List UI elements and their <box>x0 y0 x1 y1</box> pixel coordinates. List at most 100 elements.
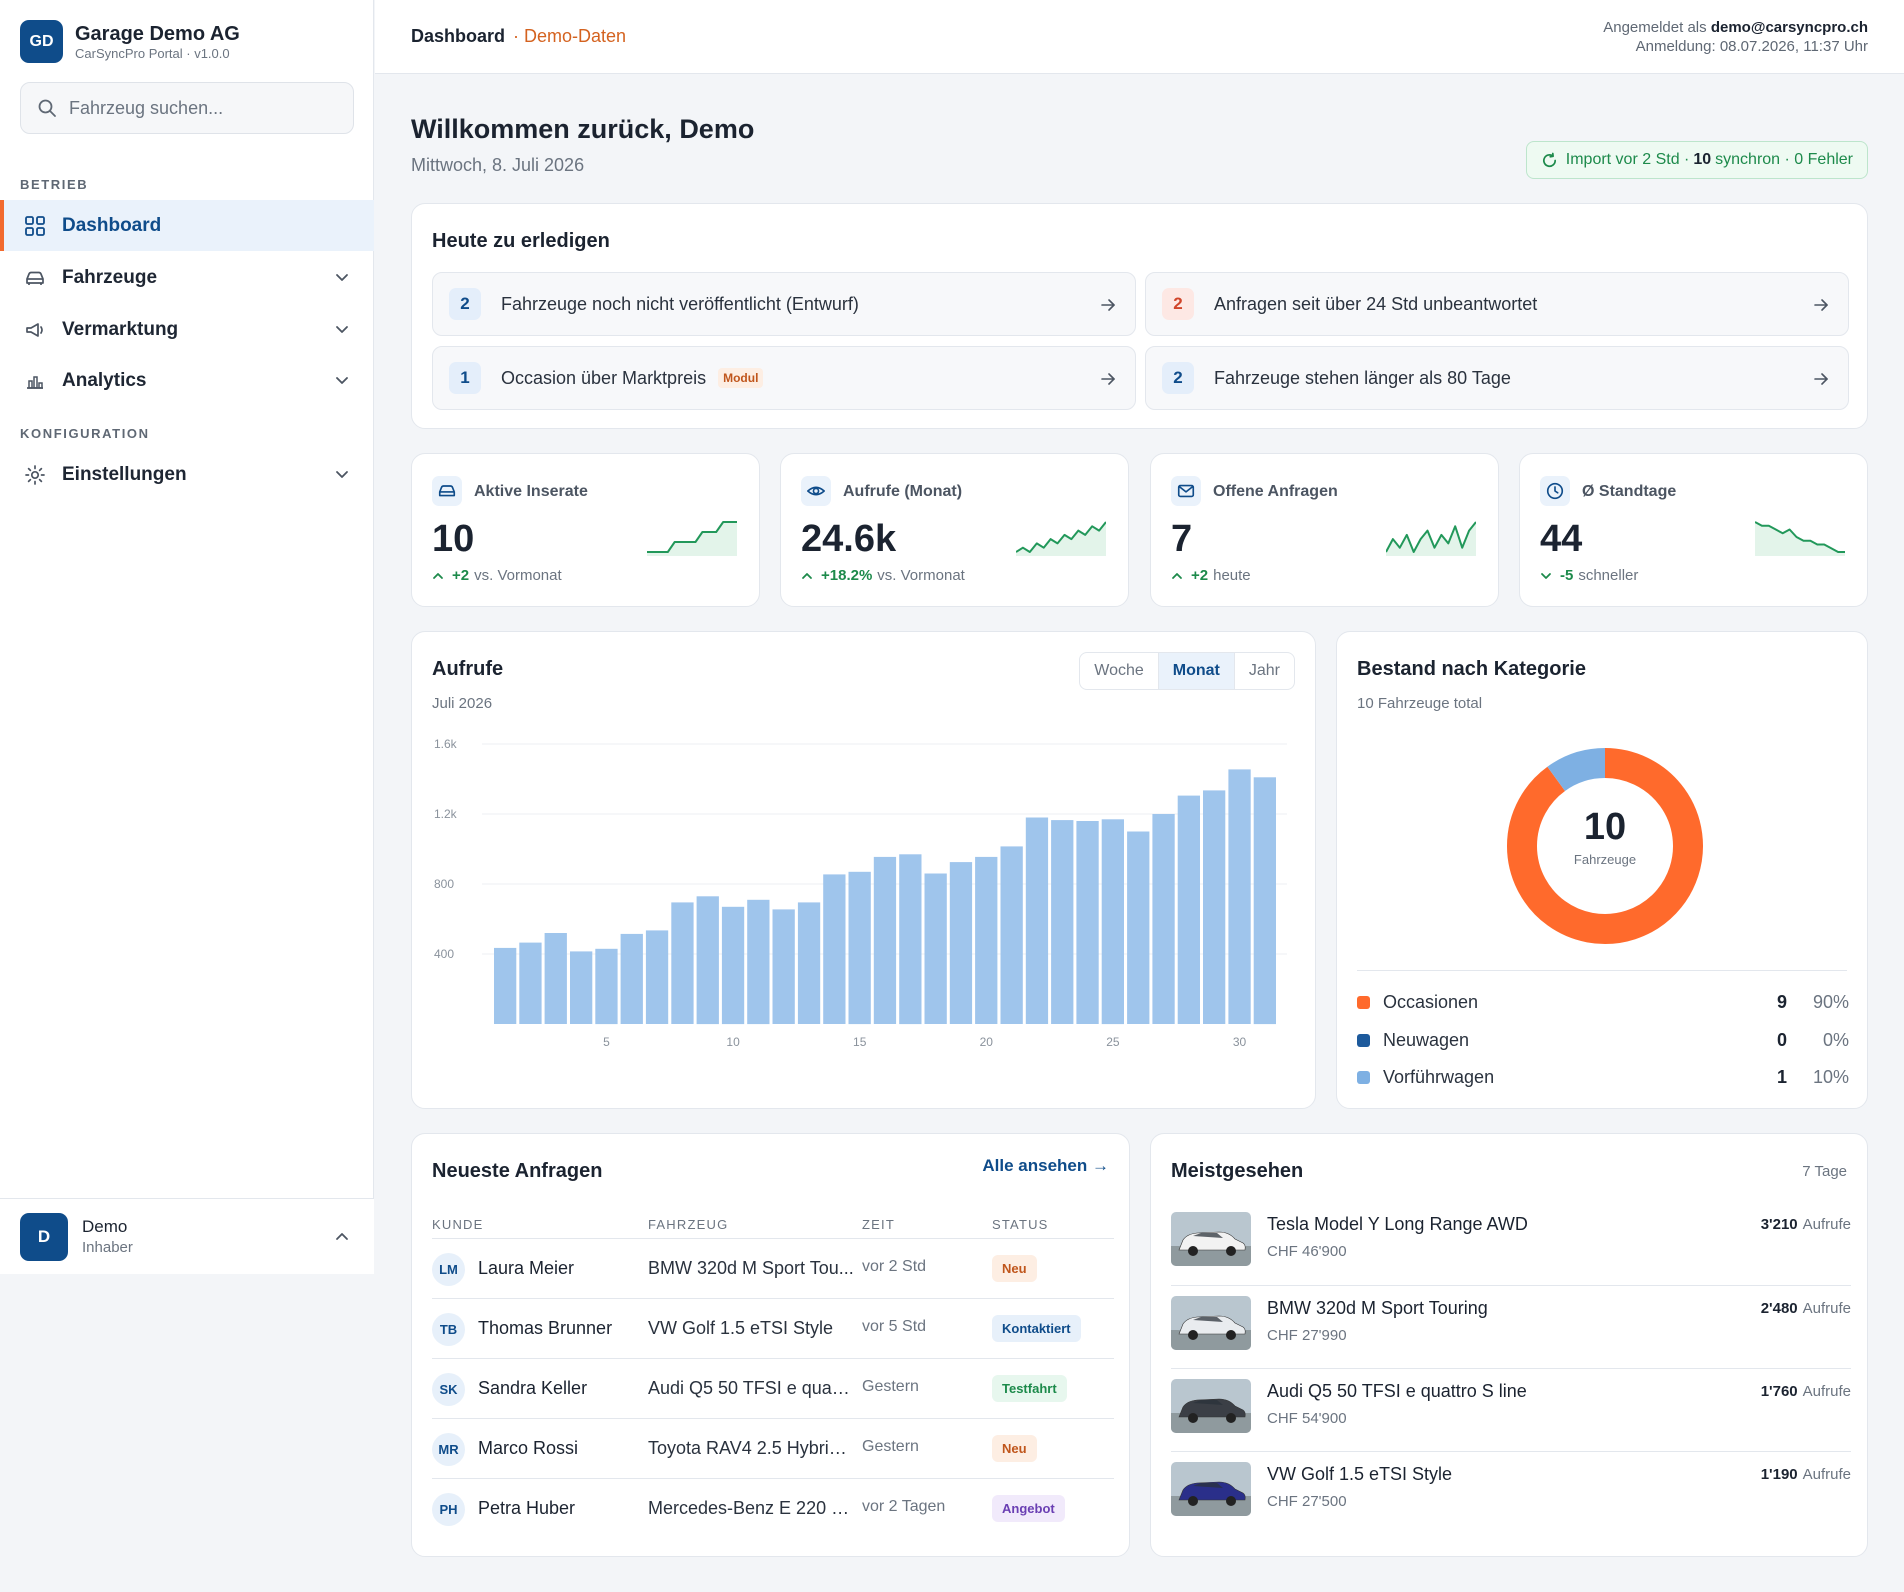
bar[interactable] <box>747 899 770 1025</box>
column-header-zeit[interactable]: ZEIT <box>862 1217 895 1232</box>
sidebar-item-analytics[interactable]: Analytics <box>0 355 374 406</box>
column-header-status[interactable]: STATUS <box>992 1217 1049 1232</box>
donut-chart: 10 Fahrzeuge <box>1505 746 1705 946</box>
bar[interactable] <box>1177 795 1200 1024</box>
vehicle-name: Audi Q5 50 TFSI e quatt... <box>648 1378 854 1398</box>
donut-center-value: 10 <box>1583 806 1627 848</box>
bar[interactable] <box>671 902 694 1024</box>
bar[interactable] <box>721 906 745 1025</box>
kpi-card-active-listings[interactable]: Aktive Inserate 10 +2 vs. Vormonat <box>411 453 760 607</box>
bar[interactable] <box>620 933 643 1024</box>
vehicle-name: VW Golf 1.5 eTSI Style <box>648 1318 834 1338</box>
bar[interactable] <box>1000 846 1023 1024</box>
kpi-card-standing-days[interactable]: Ø Standtage 44 -5 schneller <box>1519 453 1868 607</box>
kpi-value: 24.6k <box>801 518 897 560</box>
status-badge: Neu <box>992 1255 1037 1282</box>
todo-item-drafts[interactable]: 2 Fahrzeuge noch nicht veröffentlicht (E… <box>432 272 1136 336</box>
inquiry-time: vor 2 Std <box>862 1258 927 1275</box>
bar[interactable] <box>519 942 542 1024</box>
kpi-card-views[interactable]: Aufrufe (Monat) 24.6k +18.2% vs. Vormonat <box>780 453 1129 607</box>
list-item[interactable]: BMW 320d M Sport Touring CHF 27'990 2'48… <box>1171 1285 1851 1368</box>
bar[interactable] <box>1152 814 1175 1024</box>
bar[interactable] <box>645 930 669 1024</box>
list-item[interactable]: Tesla Model Y Long Range AWD CHF 46'900 … <box>1171 1202 1851 1285</box>
bar[interactable] <box>1127 831 1150 1025</box>
column-header-fahrzeug[interactable]: FAHRZEUG <box>648 1217 729 1232</box>
eye-icon <box>801 476 831 506</box>
sync-status-badge[interactable]: Import vor 2 Std · 10 synchron · 0 Fehler <box>1525 141 1868 179</box>
todo-item-long-standing[interactable]: 2 Fahrzeuge stehen länger als 80 Tage <box>1145 346 1849 410</box>
donut-slice[interactable] <box>1507 748 1703 944</box>
list-item[interactable]: Audi Q5 50 TFSI e quattro S line CHF 54'… <box>1171 1368 1851 1451</box>
todo-text: Fahrzeuge noch nicht veröffentlicht (Ent… <box>501 293 859 314</box>
bar[interactable] <box>595 948 618 1025</box>
table-row[interactable]: LM Laura Meier BMW 320d M Sport Tou... v… <box>432 1238 1114 1298</box>
kpi-value: 44 <box>1540 518 1583 560</box>
bar[interactable] <box>494 947 517 1024</box>
table-row[interactable]: SK Sandra Keller Audi Q5 50 TFSI e quatt… <box>432 1358 1114 1418</box>
arrow-right-icon <box>1814 373 1828 385</box>
bar[interactable] <box>873 856 897 1024</box>
kpi-delta-value: +2 <box>1191 567 1209 584</box>
legend-percent: 0% <box>1822 1029 1849 1050</box>
bar[interactable] <box>1228 769 1251 1024</box>
search-input[interactable] <box>69 97 339 119</box>
bar[interactable] <box>1051 820 1074 1024</box>
sidebar-item-dashboard[interactable]: Dashboard <box>0 200 374 251</box>
bar[interactable] <box>975 856 998 1024</box>
vehicle-name: BMW 320d M Sport Touring <box>1267 1298 1488 1318</box>
brand[interactable]: GD Garage Demo AG CarSyncPro Portal · v1… <box>20 20 240 63</box>
bar[interactable] <box>772 909 795 1024</box>
donut-svg <box>1507 748 1703 944</box>
tab-monat[interactable]: Monat <box>1157 653 1234 689</box>
view-all-link[interactable]: Alle ansehen → <box>982 1156 1109 1175</box>
search-box[interactable] <box>20 82 354 134</box>
bar[interactable] <box>924 873 947 1025</box>
breadcrumb-current[interactable]: Dashboard <box>411 26 506 46</box>
x-tick-label: 20 <box>980 1035 994 1049</box>
trend-up-icon <box>1172 572 1182 579</box>
topbar: Dashboard · Demo-Daten Angemeldet als dem… <box>375 0 1904 74</box>
bar[interactable] <box>797 902 821 1024</box>
views-bar-chart: 1.6k 1.2k 800 400 5 10 15 20 25 30 <box>434 737 1287 1049</box>
table-row[interactable]: MR Marco Rossi Toyota RAV4 2.5 Hybrid ..… <box>432 1418 1114 1478</box>
bar[interactable] <box>1203 790 1226 1024</box>
bar[interactable] <box>1101 819 1124 1025</box>
bar[interactable] <box>823 874 846 1024</box>
gear-icon <box>25 464 45 485</box>
tab-woche[interactable]: Woche <box>1094 662 1144 679</box>
user-menu[interactable]: D Demo Inhaber <box>0 1198 374 1274</box>
legend-label: Vorführwagen <box>1383 1066 1495 1087</box>
y-tick-label: 1.2k <box>434 807 458 821</box>
kpi-label: Aktive Inserate <box>474 483 588 500</box>
vehicle-name: Mercedes-Benz E 220 d ... <box>648 1498 854 1518</box>
bar[interactable] <box>949 862 973 1024</box>
sidebar-item-fahrzeuge[interactable]: Fahrzeuge <box>0 252 374 303</box>
todo-item-unanswered[interactable]: 2 Anfragen seit über 24 Std unbeantworte… <box>1145 272 1849 336</box>
car-icon <box>432 476 462 506</box>
kpi-card-open-inquiries[interactable]: Offene Anfragen 7 +2 heute <box>1150 453 1499 607</box>
x-tick-label: 5 <box>603 1035 610 1049</box>
bar[interactable] <box>544 933 567 1024</box>
sparkline <box>1755 521 1845 556</box>
legend-count: 0 <box>1776 1029 1787 1050</box>
list-item[interactable]: VW Golf 1.5 eTSI Style CHF 27'500 1'190 A… <box>1171 1451 1851 1534</box>
bar[interactable] <box>570 951 593 1024</box>
column-header-kunde[interactable]: KUNDE <box>432 1217 484 1232</box>
bar[interactable] <box>1076 821 1099 1024</box>
donut-center-label: Fahrzeuge <box>1573 852 1637 867</box>
todo-item-market-price[interactable]: 1 Occasion über Marktpreis Modul <box>432 346 1136 410</box>
donut-slice[interactable] <box>1547 748 1606 792</box>
bar[interactable] <box>1253 777 1276 1025</box>
bar[interactable] <box>696 896 719 1025</box>
sidebar-item-einstellungen[interactable]: Einstellungen <box>0 449 374 500</box>
table-row[interactable]: PH Petra Huber Mercedes-Benz E 220 d ...… <box>432 1478 1114 1538</box>
bar[interactable] <box>899 854 922 1025</box>
sidebar-item-vermarktung[interactable]: Vermarktung <box>0 304 374 355</box>
bar[interactable] <box>1025 817 1049 1025</box>
tab-jahr[interactable]: Jahr <box>1233 653 1294 689</box>
chevron-up-icon <box>336 1233 348 1240</box>
table-row[interactable]: TB Thomas Brunner VW Golf 1.5 eTSI Style… <box>432 1298 1114 1358</box>
bar[interactable] <box>848 871 871 1025</box>
most-viewed-title: Meistgesehen <box>1171 1160 1304 1182</box>
